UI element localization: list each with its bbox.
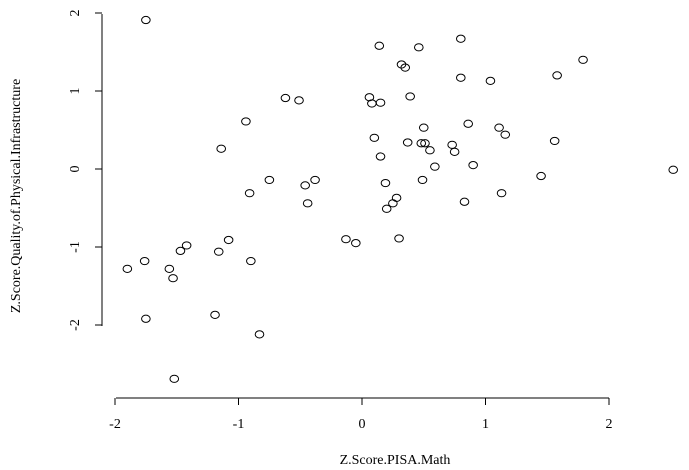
y-axis-title: Z.Score.Quality.of.Physical.Infrastructu… — [9, 79, 24, 313]
scatter-point — [164, 264, 175, 273]
scatter-point — [536, 171, 546, 181]
scatter-point — [449, 147, 460, 156]
scatter-point — [500, 130, 511, 139]
scatter-point — [405, 92, 415, 101]
scatter-point — [414, 43, 424, 52]
scatter-point — [456, 73, 466, 82]
y-ticks: -2 -1 0 1 2 — [68, 10, 102, 331]
scatter-point — [141, 15, 151, 25]
scatter-point — [388, 199, 398, 208]
scatter-point — [241, 117, 251, 126]
scatter-point — [468, 161, 478, 170]
scatter-point — [494, 123, 504, 132]
scatter-point — [302, 199, 313, 208]
scatter-point — [210, 310, 220, 319]
scatter-point — [668, 165, 679, 174]
scatter-point — [375, 152, 386, 161]
scatter-point — [369, 133, 380, 142]
scatter-point — [552, 71, 562, 80]
scatter-point — [463, 119, 474, 128]
scatter-point — [456, 34, 466, 43]
scatter-point — [402, 138, 413, 147]
y-tick-label: -2 — [68, 319, 83, 331]
scatter-point — [351, 239, 361, 248]
scatter-point — [310, 175, 320, 185]
scatter-point — [425, 146, 435, 155]
scatter-point — [294, 96, 304, 105]
scatter-point — [394, 234, 404, 243]
scatter-point — [254, 330, 265, 339]
scatter-point — [216, 144, 227, 153]
y-tick-label: -1 — [68, 241, 83, 253]
scatter-point — [246, 256, 256, 266]
scatter-point — [367, 99, 377, 108]
scatter-point — [280, 93, 291, 103]
scatter-point — [496, 189, 507, 198]
data-points — [122, 15, 679, 383]
axes — [101, 14, 609, 399]
scatter-point — [420, 139, 430, 148]
scatter-point — [169, 374, 180, 383]
scatter-point — [459, 197, 470, 206]
scatter-point — [139, 256, 150, 266]
scatter-point — [380, 178, 391, 188]
scatter-point — [300, 181, 310, 190]
scatter-point — [400, 63, 411, 72]
scatter-point — [223, 235, 234, 245]
scatter-point — [549, 136, 560, 146]
x-tick-label: -1 — [233, 417, 245, 432]
x-tick-label: 2 — [606, 417, 613, 432]
scatter-point — [578, 55, 588, 64]
scatter-point — [391, 193, 402, 202]
scatter-point — [418, 123, 429, 132]
x-tick-label: -2 — [109, 417, 121, 432]
scatter-point — [430, 162, 440, 171]
x-axis-title: Z.Score.PISA.Math — [340, 453, 451, 468]
scatter-point — [264, 175, 275, 185]
x-tick-label: 1 — [482, 417, 489, 432]
scatter-point — [141, 314, 151, 323]
y-tick-label: 2 — [68, 10, 83, 17]
scatter-point — [447, 140, 457, 149]
scatter-point — [374, 41, 385, 50]
scatter-point — [244, 189, 255, 198]
y-tick-label: 0 — [68, 166, 83, 173]
x-ticks: -2 -1 0 1 2 — [109, 398, 613, 432]
scatter-point — [381, 204, 392, 213]
scatter-point — [416, 139, 427, 148]
scatter-point — [417, 175, 428, 185]
y-tick-label: 1 — [68, 88, 83, 95]
x-tick-label: 0 — [359, 417, 366, 432]
scatter-point — [213, 247, 224, 256]
scatter-point — [181, 241, 192, 250]
scatter-point — [168, 274, 178, 283]
scatter-point — [341, 235, 351, 244]
scatter-point — [375, 98, 386, 107]
scatter-point — [122, 264, 133, 273]
scatter-point — [175, 246, 186, 255]
scatter-point — [485, 76, 496, 85]
